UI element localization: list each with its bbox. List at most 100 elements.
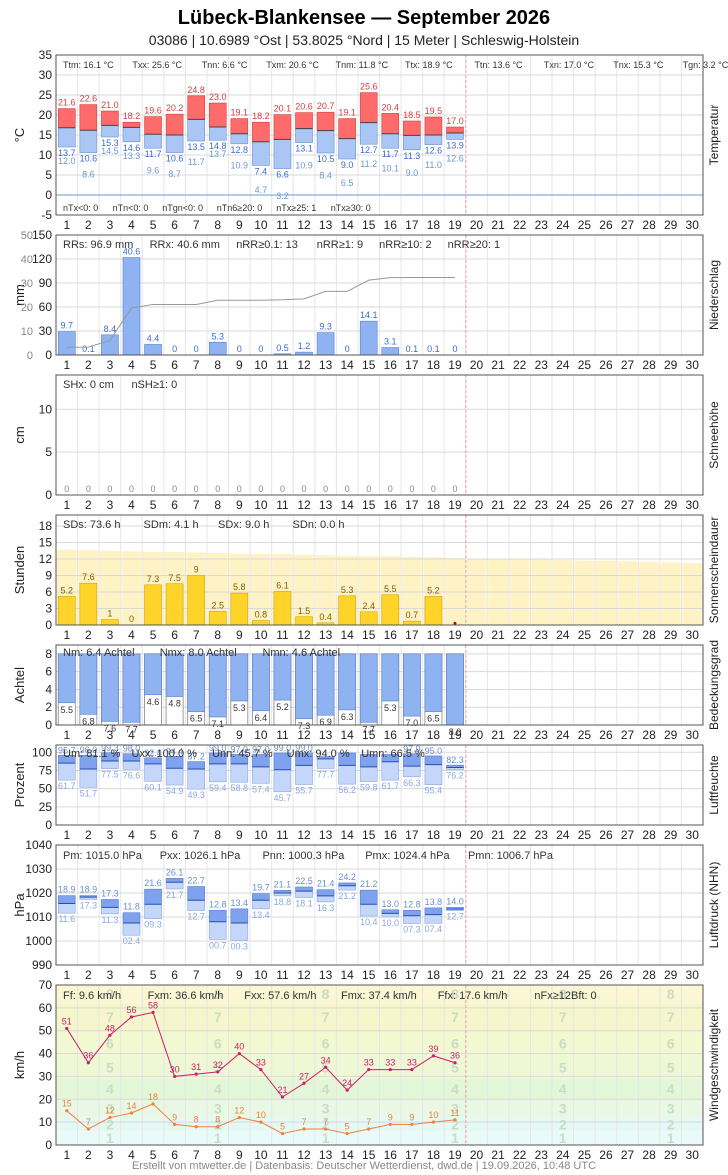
sun-day-label: 16 [384,628,398,642]
humid-stat: Um: 81.1 % [63,748,121,760]
wind-mean-label: 5 [345,1122,350,1132]
pressure-min-label: 11.3 [101,915,118,925]
cloud-bar [122,653,141,723]
snow-day-label: 21 [491,498,505,512]
precip-stat: RRx: 40.6 mm [150,239,220,251]
sun-possible-bar [294,554,315,625]
temp-day-label: 3 [107,218,114,232]
wind-mean-point [65,1109,69,1113]
wind-ytick: 60 [39,1001,53,1015]
snow-day-label: 1 [63,498,70,512]
pressure-upper-bar [403,909,421,917]
cloud-bar [403,653,421,717]
temp-min-bar [446,132,464,140]
humid-min-label: 58.8 [231,783,249,793]
temp-day-label: 21 [491,218,505,232]
pressure-day-label: 14 [340,968,354,982]
humid-max-label: 99.0 [274,743,292,753]
temp-min-label: 11.3 [403,151,420,161]
snow-label: 0 [323,484,328,494]
wind-mean-label: 9 [388,1112,393,1122]
humid-lower-bar [165,767,184,786]
cloud-day-label: 11 [276,728,289,742]
sun-day-label: 4 [128,628,135,642]
precip-day-label: 30 [686,358,700,372]
pressure-ytick: 1010 [25,910,52,924]
sun-day-label: 3 [107,628,114,642]
temp-max-label: 19.1 [231,108,249,118]
cloud-bar [359,653,378,723]
humid-day-label: 22 [513,828,527,842]
humid-min-label: 51.7 [80,788,98,798]
page-title: Lübeck-Blankensee — September 2026 [177,7,551,29]
cloud-day-label: 30 [686,728,700,742]
snow-day-label: 28 [642,498,656,512]
temp-max-bar [57,108,76,129]
cloud-label: 5.3 [384,703,397,713]
wind-beaufort-label: 6 [106,1035,114,1051]
precip-stat: RRs: 96.9 mm [63,239,133,251]
temp-stat: Tgn: 3.2 °C [683,60,728,70]
wind-beaufort-label: 8 [667,986,675,1002]
humid-day-label: 27 [621,828,635,842]
sun-day-label: 27 [621,628,635,642]
precip-label: 0.5 [276,343,289,353]
temp-max-bar [79,104,98,131]
precip-frame [55,234,704,356]
temp-ground-label: 11.7 [188,157,205,167]
wind-stat: Fmx: 37.4 km/h [341,990,417,1002]
wind-mean-point [194,1125,198,1129]
pressure-min-label: 13.4 [252,910,270,920]
wind-mean-point [216,1125,220,1129]
snow-ytick: 0 [45,488,52,502]
sun-day-label: 6 [171,628,178,642]
cloud-day-label: 19 [448,728,462,742]
temp-max-bar [187,95,205,120]
temp-stat: Ttm: 16.1 °C [63,60,114,70]
wind-gust-point [173,1074,177,1079]
sun-bar [187,575,205,626]
wind-gust-point [323,1065,328,1069]
pressure-lower-bar [165,881,184,890]
sun-ytick: 6 [45,585,52,599]
sun-possible-bar [99,550,120,625]
wind-gust-point [86,1061,90,1065]
precip-label: 0.1 [427,344,440,354]
temp-min-label: 14.6 [123,143,141,153]
precip-bar [57,331,76,356]
pressure-lower-bar [338,885,356,891]
pressure-max-label: 13.0 [382,899,400,909]
temp-ground-label: 14.5 [101,146,119,156]
sun-label: 5.5 [384,584,397,594]
temp-min-bar [381,133,400,149]
temp-min-label: 7.4 [255,166,268,176]
pressure-upper-bar [230,908,249,924]
pressure-day-label: 18 [427,968,441,982]
precip-day-label: 23 [535,358,549,372]
temp-max-bar [381,113,400,135]
snow-label: 0 [452,484,457,494]
sun-label: 7.5 [168,573,181,583]
temp-min-label: 6.6 [276,170,289,180]
sun-bar [338,595,356,626]
humid-day-label: 25 [578,828,592,842]
temp-day-label: 11 [276,218,289,232]
wind-beaufort-label: 8 [214,986,222,1002]
temp-day-label: 14 [340,218,354,232]
humid-max-label: 97.0 [231,744,249,754]
precip-label: 3.1 [384,337,397,347]
cloud-day-label: 10 [254,728,268,742]
pressure-upper-bar [252,893,270,901]
humid-max-label: 82.3 [446,755,464,765]
cloud-bar [57,653,76,704]
snow-label: 0 [129,484,134,494]
cloud-stat: Nm: 6.4 Achtel [63,647,135,659]
snow-day-label: 20 [470,498,484,512]
humid-min-label: 45.7 [274,793,292,803]
wind-mean-point [280,1131,285,1136]
pressure-ytick: 1020 [25,886,52,900]
snow-day-label: 23 [535,498,549,512]
temp-ground-label: 13.7 [209,149,227,159]
temp-ground-label: 11.0 [425,160,442,170]
temp-ground-label: 8.6 [82,170,95,180]
